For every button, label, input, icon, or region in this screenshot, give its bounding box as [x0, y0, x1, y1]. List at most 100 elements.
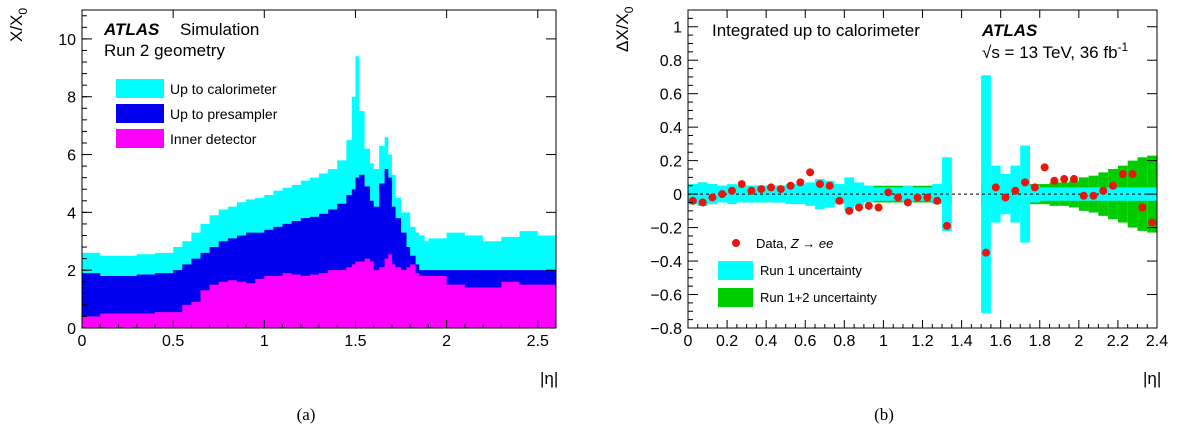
- band-run1-segment: [795, 184, 806, 205]
- a-legend-label-inner: Inner detector: [170, 131, 257, 147]
- data-point: [727, 186, 736, 195]
- a-stacked-areas: [82, 56, 556, 328]
- data-point: [1040, 163, 1049, 172]
- a-xtick-label: 0.5: [162, 333, 184, 350]
- band-run1-segment: [766, 185, 776, 203]
- b-xtick-label: 2.2: [1107, 333, 1129, 350]
- data-point: [806, 168, 815, 177]
- b-legend-marker-data: [732, 239, 740, 247]
- a-ytick-label: 6: [67, 148, 76, 165]
- a-xtick-label: 2.5: [527, 333, 549, 350]
- data-point: [1060, 175, 1069, 184]
- b-xtick-label: 0.6: [794, 333, 816, 350]
- a-axis-ticks: 0 0.5 1 1.5 2 2.5 0 2 4 6 8 10: [58, 10, 556, 350]
- data-point: [1118, 170, 1127, 179]
- b-legend-swatch-run1: [718, 261, 753, 280]
- b-legend-swatch-run12: [718, 288, 753, 307]
- b-xtick-label: 0.2: [716, 333, 738, 350]
- a-ytick-label: 10: [58, 32, 76, 49]
- b-ylabel: ΔX/X0: [613, 6, 636, 52]
- data-point: [1021, 178, 1030, 187]
- b-title: Integrated up to calorimeter: [712, 21, 920, 40]
- data-point: [913, 193, 922, 202]
- b-ytick-label: −0.6: [650, 288, 682, 305]
- b-xtick-label: 1.8: [1029, 333, 1051, 350]
- b-xtick-label: 1.2: [911, 333, 933, 350]
- b-xtick-label: 0.4: [755, 333, 777, 350]
- data-point: [942, 221, 951, 230]
- band-run1-segment: [932, 184, 943, 205]
- data-point: [718, 190, 727, 199]
- data-point: [903, 198, 912, 207]
- data-point: [1050, 176, 1059, 185]
- a-legend: Up to calorimeter Up to presampler Inner…: [116, 79, 278, 148]
- a-ylabel: X/X0: [7, 8, 30, 42]
- band-run1-segment: [815, 179, 825, 210]
- data-point: [698, 198, 707, 207]
- a-ytick-label: 4: [67, 205, 76, 222]
- data-point: [1138, 203, 1147, 212]
- data-point: [1069, 175, 1078, 184]
- data-point: [757, 185, 766, 194]
- a-atlas-suffix: Simulation: [180, 20, 259, 39]
- band-run1-segment: [736, 185, 747, 203]
- data-point: [796, 178, 805, 187]
- a-legend-swatch-calorimeter: [116, 79, 164, 98]
- panel-b: 0 0.2 0.4 0.6 0.8 1 1.2 1.4 1.6 1.8 2 2.2 2.4 −0.8 −0.…: [613, 6, 1168, 424]
- band-run1-segment: [873, 187, 884, 201]
- a-caption: (a): [297, 405, 316, 424]
- b-energy-label: √s = 13 TeV, 36 fb-1: [982, 40, 1129, 62]
- b-axis-ticks: 0 0.2 0.4 0.6 0.8 1 1.2 1.4 1.6 1.8 2 2.2 2.4 −0.8 −0.…: [650, 10, 1168, 350]
- band-run1-segment: [1029, 185, 1040, 203]
- data-point: [1089, 191, 1098, 200]
- a-subtitle: Run 2 geometry: [104, 41, 225, 60]
- b-xtick-label: 2.4: [1146, 333, 1168, 350]
- b-xlabel: |η|: [1143, 369, 1161, 388]
- data-point: [1011, 186, 1020, 195]
- data-point: [1079, 191, 1088, 200]
- a-xtick-label: 1.5: [344, 333, 366, 350]
- b-ytick-label: 1: [673, 20, 682, 37]
- b-xtick-label: 0: [684, 333, 693, 350]
- data-point: [747, 186, 756, 195]
- b-xtick-label: 2: [1074, 333, 1083, 350]
- b-xtick-label: 1.6: [990, 333, 1012, 350]
- area-inner-detector: [82, 254, 556, 328]
- band-run1-segment: [981, 75, 991, 313]
- band-run1-segment: [1108, 187, 1118, 201]
- band-run1-segment: [1059, 187, 1070, 201]
- data-point: [815, 180, 824, 189]
- a-xtick-label: 1: [260, 333, 269, 350]
- a-legend-swatch-inner: [116, 129, 164, 148]
- data-point: [1099, 186, 1108, 195]
- b-legend-label-data: Data, Z → ee: [756, 236, 833, 251]
- data-point: [982, 248, 991, 257]
- data-point: [767, 183, 776, 192]
- data-point: [923, 193, 932, 202]
- a-legend-label-presampler: Up to presampler: [170, 106, 278, 122]
- band-run1-segment: [1137, 187, 1148, 201]
- band-run1-segment: [844, 177, 855, 211]
- b-ytick-label: −0.2: [650, 221, 682, 238]
- data-point: [933, 196, 942, 205]
- data-point: [1148, 218, 1157, 227]
- data-point: [845, 206, 854, 215]
- a-ytick-label: 0: [67, 321, 76, 338]
- band-run1-segment: [824, 180, 835, 208]
- data-point: [825, 181, 834, 190]
- b-ytick-label: 0.6: [660, 87, 682, 104]
- data-point: [884, 188, 893, 197]
- b-ytick-label: 0.4: [660, 120, 682, 137]
- data-point: [1128, 170, 1137, 179]
- band-run1-segment: [902, 185, 913, 203]
- data-point: [1030, 183, 1039, 192]
- data-point: [688, 196, 697, 205]
- b-legend-label-run12: Run 1+2 uncertainty: [760, 290, 877, 305]
- data-point: [854, 203, 863, 212]
- a-atlas-label: ATLAS: [103, 20, 160, 39]
- a-xtick-label: 2: [442, 333, 451, 350]
- data-point: [874, 203, 883, 212]
- b-ytick-label: −0.4: [650, 254, 682, 271]
- b-legend-label-run1: Run 1 uncertainty: [760, 263, 862, 278]
